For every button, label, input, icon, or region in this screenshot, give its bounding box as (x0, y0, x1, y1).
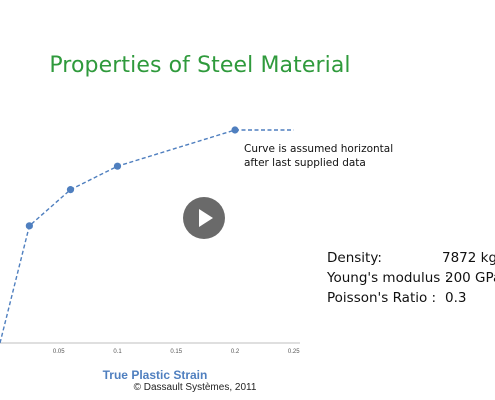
x-tick-label: 0.15 (170, 349, 182, 355)
property-value: 7872 kg/ (442, 250, 495, 266)
data-point (231, 126, 239, 134)
property-row-density: Density: 7872 kg/ (327, 248, 495, 268)
property-label: Poisson's Ratio : (327, 290, 437, 306)
x-axis-label: True Plastic Strain (103, 368, 208, 382)
play-button[interactable] (183, 197, 225, 239)
x-ticks: 0.05 0.1 0.15 0.2 0.25 (53, 349, 300, 355)
data-point (66, 186, 75, 194)
property-value: 200 GPa (445, 270, 495, 286)
series-group (0, 126, 294, 344)
property-value: 0.3 (445, 290, 467, 306)
data-point (25, 222, 33, 230)
x-tick-label: 0.05 (53, 349, 65, 355)
property-label: Young's modulus : (327, 270, 450, 286)
x-tick-label: 0.1 (113, 349, 122, 355)
material-properties: Density: 7872 kg/ Young's modulus : 200 … (327, 248, 495, 308)
property-label: Density: (327, 250, 382, 266)
data-point (113, 162, 122, 170)
annotation-line-2: after last supplied data (244, 157, 366, 169)
play-icon (199, 209, 213, 227)
x-tick-label: 0.25 (288, 349, 300, 355)
property-row-youngs-modulus: Young's modulus : 200 GPa (327, 268, 495, 288)
property-row-poissons-ratio: Poisson's Ratio : 0.3 (327, 288, 466, 308)
annotation-line-1: Curve is assumed horizontal (244, 143, 393, 155)
page-title: Properties of Steel Material (49, 53, 351, 78)
copyright-text: © Dassault Systèmes, 2011 (133, 382, 257, 393)
x-tick-label: 0.2 (231, 349, 240, 355)
